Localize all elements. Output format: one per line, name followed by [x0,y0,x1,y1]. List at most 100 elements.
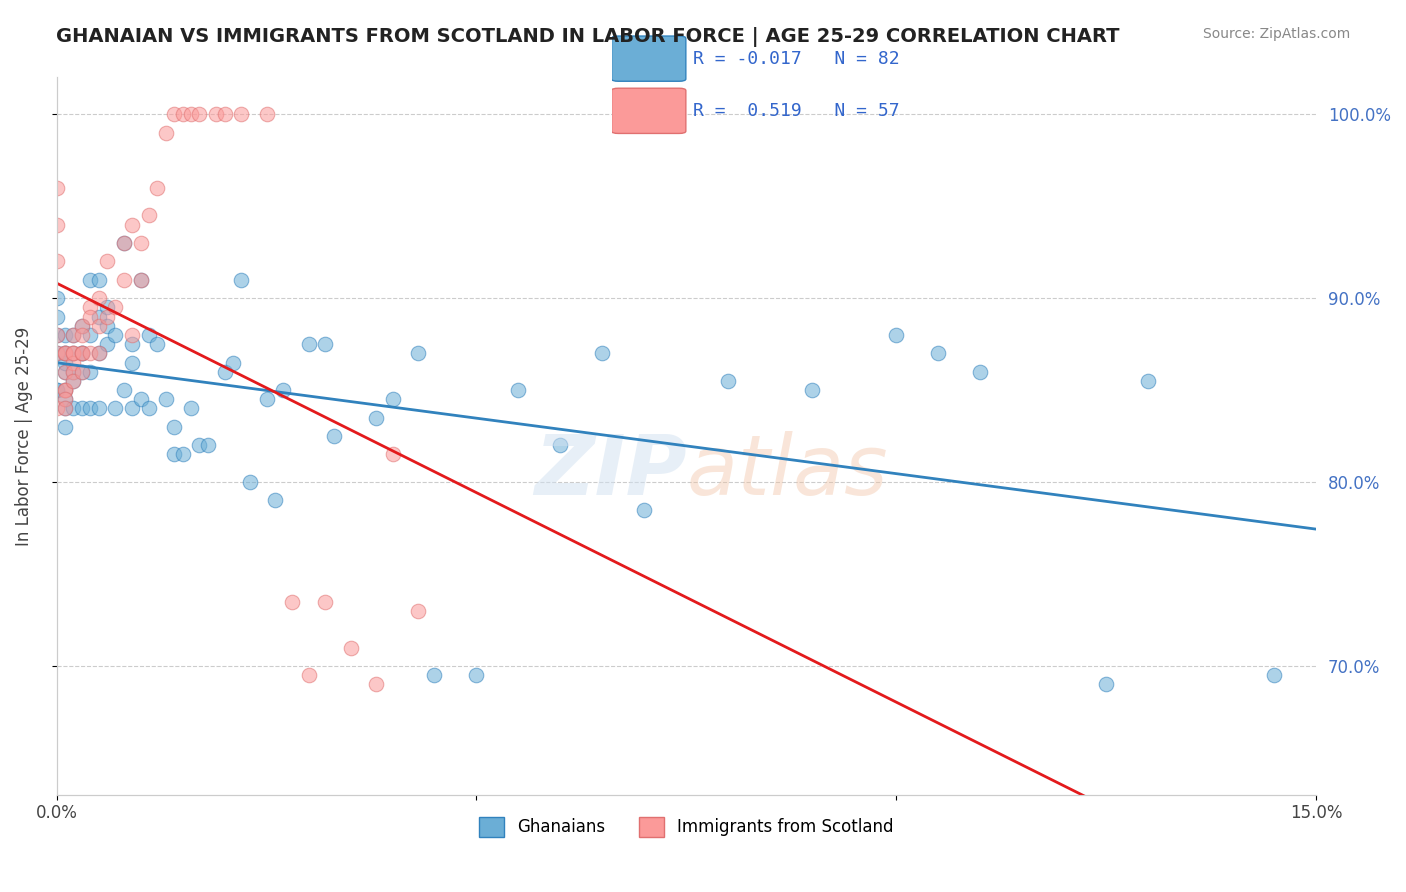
Ghanaians [322,429,344,443]
Ghanaians [53,346,76,360]
Ghanaians [801,383,824,397]
Ghanaians [314,337,336,351]
Ghanaians [172,447,194,461]
Immigrants from Scotland [45,181,67,195]
Immigrants from Scotland [96,254,118,268]
Ghanaians [53,392,76,407]
Ghanaians [53,355,76,369]
Immigrants from Scotland [62,327,84,342]
FancyBboxPatch shape [612,36,686,81]
Immigrants from Scotland [364,677,387,691]
Ghanaians [273,383,295,397]
Immigrants from Scotland [180,107,202,121]
Ghanaians [163,447,186,461]
Ghanaians [70,346,93,360]
Ghanaians [121,401,143,416]
Ghanaians [79,401,101,416]
Ghanaians [53,346,76,360]
Ghanaians [96,318,118,333]
Text: R =  0.519   N = 57: R = 0.519 N = 57 [693,103,900,120]
Ghanaians [155,392,177,407]
Immigrants from Scotland [104,301,127,315]
Ghanaians [45,291,67,305]
Ghanaians [381,392,404,407]
FancyBboxPatch shape [612,88,686,134]
Legend: Ghanaians, Immigrants from Scotland: Ghanaians, Immigrants from Scotland [472,810,900,844]
Ghanaians [53,401,76,416]
Immigrants from Scotland [112,273,135,287]
Text: atlas: atlas [686,432,889,512]
Ghanaians [62,327,84,342]
Immigrants from Scotland [45,327,67,342]
Immigrants from Scotland [62,346,84,360]
Ghanaians [1137,374,1160,388]
Immigrants from Scotland [45,254,67,268]
Ghanaians [256,392,278,407]
Ghanaians [180,401,202,416]
Ghanaians [121,337,143,351]
Ghanaians [45,327,67,342]
Immigrants from Scotland [87,318,110,333]
Immigrants from Scotland [62,374,84,388]
Immigrants from Scotland [280,594,302,608]
Ghanaians [969,365,991,379]
Immigrants from Scotland [231,107,253,121]
Ghanaians [146,337,169,351]
Immigrants from Scotland [339,640,361,655]
Immigrants from Scotland [62,346,84,360]
Immigrants from Scotland [70,327,93,342]
Ghanaians [62,401,84,416]
Ghanaians [87,401,110,416]
Ghanaians [633,502,655,516]
Ghanaians [1095,677,1118,691]
Y-axis label: In Labor Force | Age 25-29: In Labor Force | Age 25-29 [15,326,32,546]
Immigrants from Scotland [138,208,160,222]
Ghanaians [96,301,118,315]
Immigrants from Scotland [70,318,93,333]
Immigrants from Scotland [79,301,101,315]
Immigrants from Scotland [129,273,152,287]
Ghanaians [62,374,84,388]
Ghanaians [70,318,93,333]
Immigrants from Scotland [87,346,110,360]
Immigrants from Scotland [79,310,101,324]
Ghanaians [87,310,110,324]
Immigrants from Scotland [53,401,76,416]
Ghanaians [121,355,143,369]
Ghanaians [508,383,530,397]
Ghanaians [45,383,67,397]
Ghanaians [163,420,186,434]
Immigrants from Scotland [45,401,67,416]
Ghanaians [264,493,287,508]
Immigrants from Scotland [70,346,93,360]
Immigrants from Scotland [45,346,67,360]
Ghanaians [79,327,101,342]
Ghanaians [104,327,127,342]
Immigrants from Scotland [87,291,110,305]
Immigrants from Scotland [112,235,135,250]
Ghanaians [79,273,101,287]
Ghanaians [53,327,76,342]
Immigrants from Scotland [256,107,278,121]
Text: R = -0.017   N = 82: R = -0.017 N = 82 [693,50,900,68]
Ghanaians [62,365,84,379]
Immigrants from Scotland [205,107,228,121]
Ghanaians [53,420,76,434]
Ghanaians [188,438,211,452]
Immigrants from Scotland [172,107,194,121]
Immigrants from Scotland [314,594,336,608]
Immigrants from Scotland [53,346,76,360]
Ghanaians [129,392,152,407]
Ghanaians [550,438,572,452]
Ghanaians [886,327,908,342]
Ghanaians [45,346,67,360]
Ghanaians [104,401,127,416]
Ghanaians [87,346,110,360]
Ghanaians [87,273,110,287]
Immigrants from Scotland [297,668,319,682]
Ghanaians [112,235,135,250]
Immigrants from Scotland [70,365,93,379]
Ghanaians [591,346,613,360]
Immigrants from Scotland [188,107,211,121]
Immigrants from Scotland [155,126,177,140]
